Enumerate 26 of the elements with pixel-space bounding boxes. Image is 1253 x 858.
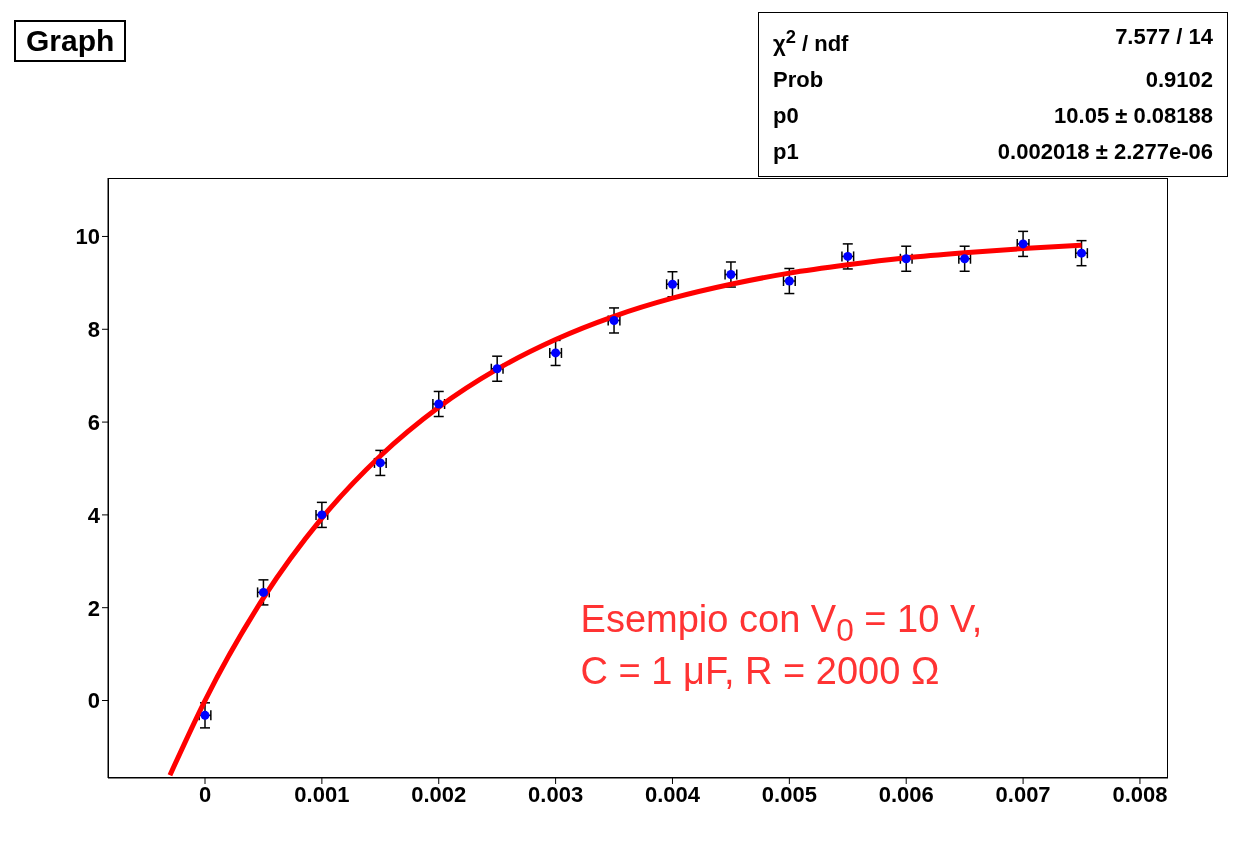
y-tick-label: 8 xyxy=(87,317,100,343)
text: p0 xyxy=(773,102,799,131)
y-tick-label: 0 xyxy=(87,688,100,714)
text: χ$^{2}$ / ndf xyxy=(773,25,849,59)
y-tick-label: 2 xyxy=(87,595,100,621)
x-tick-label: 0.006 xyxy=(878,781,934,807)
text: p1 xyxy=(773,138,799,167)
chart-title: Graph xyxy=(14,20,127,62)
text: 7.577 / 14 xyxy=(1115,23,1213,51)
text: 10.05 ± 0.08188 xyxy=(1054,102,1213,131)
text: 0.002018 ± 2.277e-06 xyxy=(997,138,1213,167)
x-tick-label: 0.004 xyxy=(644,781,701,807)
x-tick-label: 0.003 xyxy=(528,781,584,807)
y-tick-label: 10 xyxy=(75,224,100,250)
text: Prob xyxy=(773,66,824,95)
text: 0.9102 xyxy=(1145,66,1213,95)
x-tick-label: 0.008 xyxy=(1112,781,1168,807)
x-tick-label: 0.007 xyxy=(995,781,1051,807)
x-tick-label: 0 xyxy=(198,781,212,807)
y-tick-label: 6 xyxy=(87,409,100,435)
annotation: C = 1 μF, R = 2000 Ω xyxy=(580,649,940,693)
x-tick-label: 0.005 xyxy=(761,781,817,807)
x-tick-label: 0.002 xyxy=(411,781,467,807)
annotation: Esempio con V$_{0}$ = 10 V, xyxy=(580,597,983,649)
y-tick-label: 4 xyxy=(87,502,101,528)
x-tick-label: 0.001 xyxy=(294,781,350,807)
